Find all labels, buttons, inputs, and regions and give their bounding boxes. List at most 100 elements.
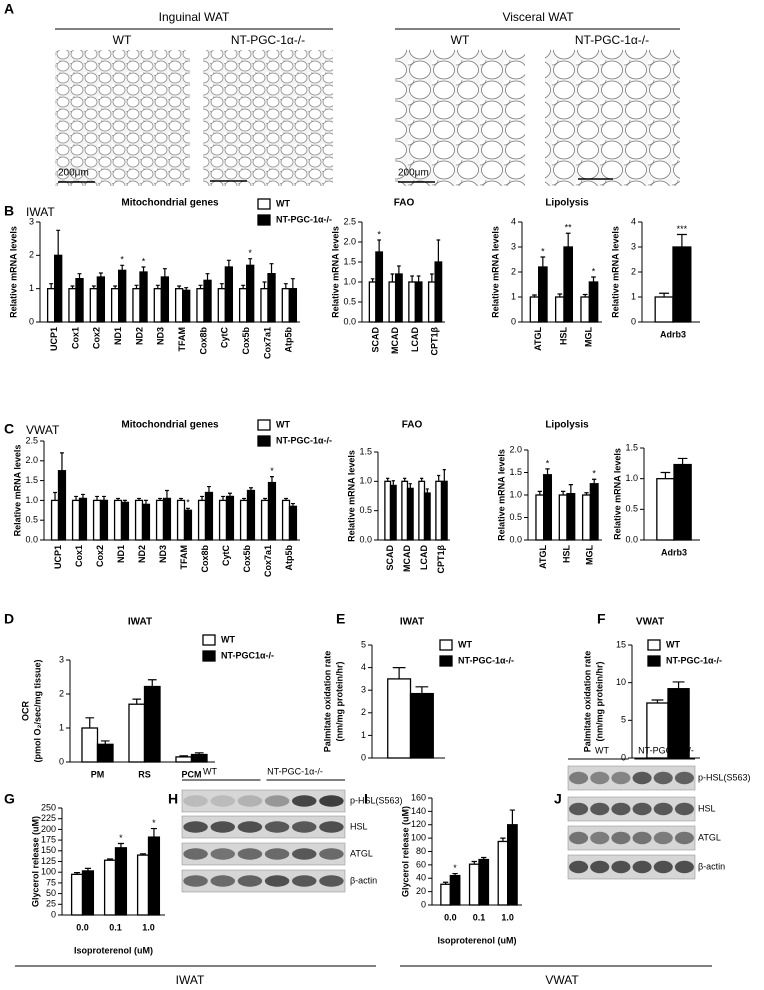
column-header: NT-PGC-1α-/- [575,33,649,47]
y-axis-label: Relative mRNA levels [330,226,340,318]
bar [507,824,518,906]
bar [118,269,127,323]
error-bar [377,239,381,252]
error-bar [120,264,125,271]
error-bar [660,471,671,479]
error-bar [194,752,204,755]
bar [288,288,298,323]
y-tick-label: 200 [41,824,56,834]
y-tick-label: 2.5 [343,216,356,226]
error-bar [290,278,295,289]
error-bar [107,858,114,861]
x-tick-label: 0.1 [109,922,122,932]
x-tick-label: ND2 [137,545,147,563]
significance-label: * [546,458,550,468]
blot-group-label: WT [595,745,609,755]
significance-label: * [270,466,274,476]
y-tick-label: 150 [41,845,56,855]
blot-band [319,875,344,887]
bar [75,278,84,323]
bar [468,863,480,906]
y-tick-label: 2 [511,266,516,276]
legend-swatch [439,655,453,667]
error-bar [147,679,157,687]
error-bar [672,681,685,689]
bar [68,288,77,323]
significance-label: * [142,256,146,266]
bar [449,874,461,906]
row-label: VWAT [26,423,60,437]
y-tick-label: 0.0 [343,316,356,326]
error-bar [205,273,210,281]
y-tick-label: 2.0 [25,455,38,465]
error-bar [651,699,664,704]
blot-row-label: HSL [698,803,716,813]
y-tick-label: 4 [631,216,636,226]
y-tick-label: 1.5 [25,475,38,485]
bar [99,499,109,541]
x-tick-label: Adrb3 [661,547,687,557]
bar [147,836,161,916]
group-header: Inguinal WAT [159,10,230,24]
y-tick-label: 0 [421,899,426,909]
y-tick-label: 0 [361,752,366,762]
chart-title: FAO [402,420,423,431]
bar [160,276,170,323]
blot-group-label: NT-PGC-1α-/- [638,745,694,755]
panel-letter: H [168,791,178,807]
x-tick-label: UCP1 [53,545,63,569]
y-tick-label: 1 [361,730,366,740]
legend-label: NT-PGC-1α-/- [276,214,332,224]
error-bar [392,667,406,679]
blot-band [183,795,208,807]
y-tick-label: 0.5 [343,296,356,306]
error-bar [500,837,506,842]
bar [408,281,417,323]
error-bar [248,258,253,266]
histology-image [395,50,525,186]
error-bar [198,284,203,289]
x-tick-label: MCAD [402,545,412,572]
error-bar [442,881,449,885]
y-tick-label: 2 [631,266,636,276]
bar [134,499,144,541]
scale-bar-label: 200μm [398,168,429,179]
y-tick-label: 250 [41,802,56,812]
y-tick-label: 60 [416,859,426,869]
blot-band [183,821,208,833]
y-tick-label: 100 [41,867,56,877]
blot-row-label: p-HSL(S563) [350,795,403,805]
bar [183,509,193,541]
bar [196,288,205,323]
chart-title: Mitochondrial genes [121,420,219,431]
x-tick-label: UCP1 [49,327,59,351]
column-header: WT [113,33,132,47]
error-bar [437,474,441,482]
error-bar [74,872,81,875]
legend-label: WT [666,639,680,649]
y-tick-label: 1 [59,722,64,732]
blot-band [292,848,317,860]
chart-title: IWAT [128,617,152,628]
y-tick-label: 175 [41,834,56,844]
y-axis-label: Relative mRNA levels [12,445,22,537]
bar [535,494,545,541]
y-tick-label: 1.0 [359,476,372,486]
error-bar [134,284,139,289]
y-tick-label: 4 [511,216,516,226]
group-header: Visceral WAT [502,10,574,24]
bar [128,703,146,763]
y-tick-label: 1 [29,283,34,293]
error-bar [179,497,183,501]
error-bar [113,285,118,289]
blot-strip [567,825,696,851]
error-bar [560,490,566,495]
error-bar [677,457,688,465]
error-bar [60,452,64,471]
x-tick-label: RS [138,769,151,779]
bar [139,271,148,323]
blot-band [264,848,290,860]
error-bar [242,497,246,501]
significance-label: * [592,469,596,479]
error-bar [410,275,414,282]
